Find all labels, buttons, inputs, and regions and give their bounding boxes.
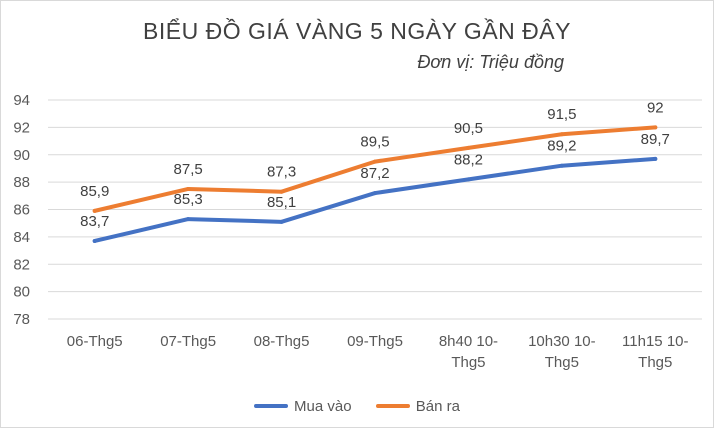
legend-item-ban-ra: Bán ra xyxy=(375,397,460,415)
legend-swatch-ban-ra xyxy=(375,404,410,408)
data-point-mua-vao xyxy=(186,217,191,222)
data-point-ban-ra xyxy=(653,125,658,130)
x-tick-label: Thg5 xyxy=(545,354,579,371)
x-tick-label: 06-Thg5 xyxy=(67,333,123,350)
data-point-mua-vao xyxy=(92,238,97,243)
y-tick-label: 92 xyxy=(13,119,30,136)
x-tick-label: 09-Thg5 xyxy=(347,333,403,350)
data-label-ban-ra: 91,5 xyxy=(547,106,576,123)
data-label-mua-vao: 85,3 xyxy=(174,191,203,208)
data-point-ban-ra xyxy=(279,189,284,194)
y-tick-label: 94 xyxy=(13,92,30,109)
data-label-ban-ra: 87,3 xyxy=(267,164,296,181)
data-point-mua-vao xyxy=(466,177,471,182)
data-point-ban-ra xyxy=(92,208,97,213)
x-tick-label: Thg5 xyxy=(451,354,485,371)
x-tick-label: 8h40 10- xyxy=(439,333,498,350)
legend: Mua vào Bán ra xyxy=(0,395,714,415)
data-point-ban-ra xyxy=(373,159,377,164)
data-label-ban-ra: 85,9 xyxy=(80,183,109,200)
data-label-mua-vao: 89,2 xyxy=(547,138,576,155)
y-tick-label: 78 xyxy=(13,311,30,328)
data-label-mua-vao: 85,1 xyxy=(267,194,296,211)
data-point-ban-ra xyxy=(559,132,564,137)
y-tick-label: 90 xyxy=(13,147,30,164)
legend-label-mua-vao: Mua vào xyxy=(294,397,352,415)
data-point-ban-ra xyxy=(186,186,191,191)
x-tick-label: 11h15 10- xyxy=(622,333,688,350)
data-point-mua-vao xyxy=(653,156,658,161)
legend-label-ban-ra: Bán ra xyxy=(415,397,460,415)
y-tick-label: 80 xyxy=(13,284,30,301)
x-tick-label: 10h30 10- xyxy=(528,333,596,350)
data-label-mua-vao: 89,7 xyxy=(641,131,670,148)
y-tick-label: 86 xyxy=(13,202,30,219)
y-tick-label: 84 xyxy=(13,229,30,246)
data-point-mua-vao xyxy=(373,191,377,196)
legend-item-mua-vao: Mua vào xyxy=(254,398,352,415)
data-label-mua-vao: 87,2 xyxy=(360,165,389,182)
chart-subtitle: Đơn vị: Triệu đồng xyxy=(417,52,564,72)
data-point-mua-vao xyxy=(559,163,564,168)
data-label-ban-ra: 87,5 xyxy=(174,161,203,178)
x-tick-label: 07-Thg5 xyxy=(160,333,216,350)
data-label-mua-vao: 83,7 xyxy=(80,213,109,230)
data-label-ban-ra: 92 xyxy=(647,99,664,116)
chart-title: BIỂU ĐỒ GIÁ VÀNG 5 NGÀY GẦN ĐÂY xyxy=(143,18,571,44)
data-point-ban-ra xyxy=(466,145,471,150)
data-point-mua-vao xyxy=(279,219,284,224)
legend-swatch-mua-vao xyxy=(254,404,289,408)
data-label-mua-vao: 88,2 xyxy=(454,151,483,168)
data-label-ban-ra: 89,5 xyxy=(360,134,389,151)
y-tick-label: 88 xyxy=(13,174,30,191)
x-tick-label: 08-Thg5 xyxy=(254,333,310,350)
x-tick-label: Thg5 xyxy=(638,354,672,371)
y-tick-label: 82 xyxy=(13,256,30,273)
data-label-ban-ra: 90,5 xyxy=(454,120,483,137)
